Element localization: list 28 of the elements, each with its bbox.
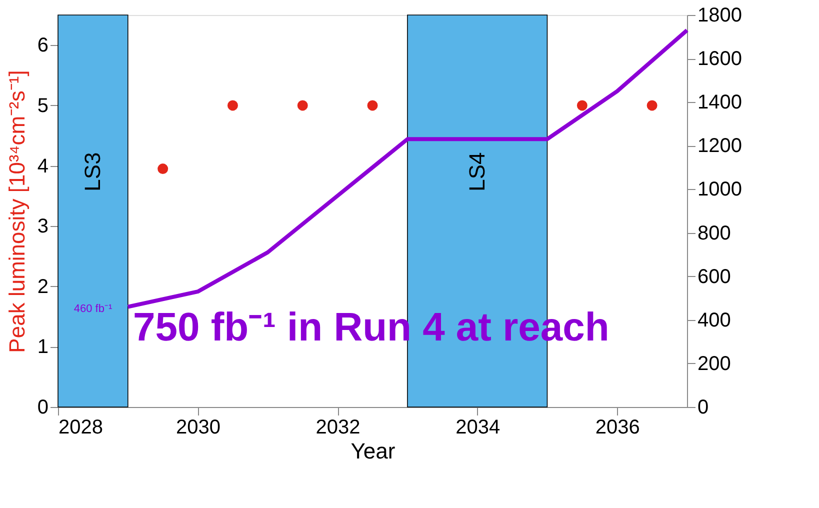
band-label: LS3	[80, 152, 105, 192]
x-tick-label: 2028	[58, 416, 103, 438]
x-tick-label: 2032	[316, 416, 360, 438]
y2-tick-label: 200	[698, 352, 731, 375]
y-tick-label: 0	[37, 396, 48, 418]
y-tick-label: 5	[37, 94, 48, 117]
y-tick-label: 6	[37, 34, 48, 57]
x-tick-label: 2030	[176, 416, 221, 438]
x-axis-title: Year	[350, 438, 396, 464]
y2-tick-label: 800	[698, 222, 731, 244]
y2-tick-label: 400	[698, 309, 731, 332]
y-tick-label: 3	[37, 216, 48, 238]
y2-tick-label: 1200	[698, 135, 742, 158]
y2-tick-label: 0	[698, 396, 709, 418]
band-label: LS4	[464, 152, 490, 192]
y2-tick-label: 1000	[698, 178, 742, 201]
y-axis-title: Peak luminosity [10³⁴cm⁻²s⁻¹]	[4, 70, 30, 353]
y2-tick-label: 600	[698, 266, 731, 288]
annotation: 460 fb⁻¹	[74, 303, 112, 315]
y-tick-label: 1	[37, 336, 48, 358]
x-tick-label: 2034	[456, 416, 500, 438]
y2-tick-label: 1400	[698, 92, 742, 114]
line-series	[126, 28, 689, 309]
y-tick-label: 2	[37, 276, 48, 298]
y2-tick-label: 1800	[698, 4, 742, 26]
x-tick-label: 2036	[595, 416, 640, 438]
y-tick-label: 4	[37, 155, 48, 178]
y2-tick-label: 1600	[698, 48, 742, 70]
